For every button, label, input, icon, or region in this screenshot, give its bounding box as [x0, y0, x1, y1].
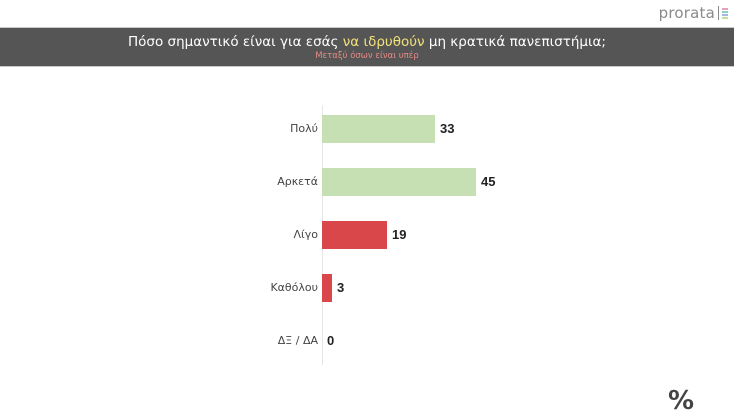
value-label: 3: [337, 280, 345, 295]
category-label: Καθόλου: [270, 281, 318, 294]
category-label: ΔΞ / ΔΑ: [277, 334, 318, 347]
chart-title: Πόσο σημαντικό είναι για εσάς να ιδρυθού…: [0, 34, 734, 50]
value-label: 45: [481, 174, 496, 189]
bar: [322, 115, 435, 143]
bar-row: Καθόλου 3: [0, 274, 734, 302]
prorata-logo: prorata: [659, 4, 728, 22]
title-text: Πόσο σημαντικό είναι για εσάς: [128, 34, 343, 50]
value-label: 19: [392, 227, 407, 242]
logo-text: prorata: [658, 4, 715, 22]
value-label: 33: [440, 121, 455, 136]
category-label: Λίγο: [293, 228, 319, 241]
bar: [322, 168, 476, 196]
bar: [322, 274, 332, 302]
logo-stripes-icon: [722, 7, 728, 19]
bar-row: Πολύ 33: [0, 115, 734, 143]
value-label: 0: [327, 333, 335, 348]
title-highlight: να ιδρυθούν: [342, 34, 425, 50]
bar-row: ΔΞ / ΔΑ 0: [0, 327, 734, 355]
logo-divider: [718, 6, 719, 20]
bar-row: Λίγο 19: [0, 221, 734, 249]
category-label: Αρκετά: [277, 175, 318, 188]
chart-header: Πόσο σημαντικό είναι για εσάς να ιδρυθού…: [0, 27, 734, 67]
percent-icon: %: [668, 386, 695, 416]
chart-subtitle: Μεταξύ όσων είναι υπέρ: [315, 51, 419, 61]
title-text-end: μη κρατικά πανεπιστήμια;: [424, 34, 606, 50]
bar-row: Αρκετά 45: [0, 168, 734, 196]
category-label: Πολύ: [290, 122, 318, 135]
bar: [322, 221, 387, 249]
